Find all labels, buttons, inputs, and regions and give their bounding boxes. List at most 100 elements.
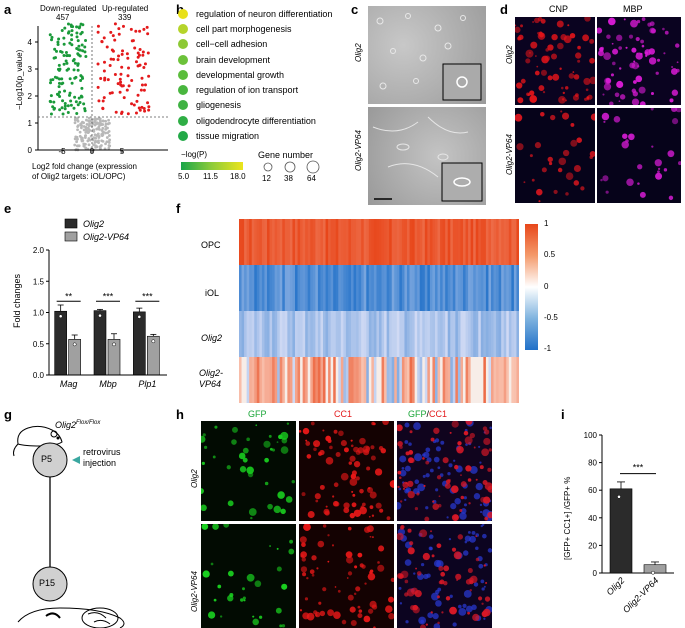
go-term-label: cell part morphogenesis [196, 23, 292, 34]
i-ytick: 100 [584, 431, 598, 440]
volcano-ytick: 1 [28, 119, 33, 128]
bar-e-ylabel: Fold changes [12, 273, 22, 328]
e-category-label: Mbp [99, 379, 117, 389]
e-bar [54, 310, 67, 376]
go-term-row: regulation of ion transport [178, 82, 353, 97]
go-term-dot [178, 131, 188, 142]
volcano-ytick: 2 [28, 92, 33, 101]
go-term-row: cell−cell adhesion [178, 37, 353, 52]
go-color-tick-3: 18.0 [230, 172, 246, 181]
heatmap-row-label-olig2: Olig2 [201, 333, 223, 343]
colorbar-tick-1: 1 [544, 219, 549, 228]
go-size-tick-3: 64 [307, 174, 316, 183]
volcano-ytick: 0 [28, 146, 33, 155]
go-term-dot [178, 8, 188, 19]
panel-d-col2-label: MBP [623, 4, 643, 14]
brightfield-image-olig2 [368, 6, 486, 104]
e-bar [93, 310, 107, 376]
go-color-legend-title: −log(P) [181, 150, 208, 159]
go-term-row: gliogenesis [178, 98, 353, 113]
go-size-legend-circles [263, 160, 320, 174]
e-category-label: Mag [60, 379, 78, 389]
panel-h-col2-label: CC1 [334, 409, 353, 419]
heatmap-row-labels: OPC iOL Olig2 Olig2-VP64 [185, 218, 235, 403]
confocal-gfp-olig2 [201, 421, 296, 521]
panel-h-row1-label: Olig2 [190, 469, 199, 488]
legend-swatch [64, 218, 78, 229]
mouse-genotype-sup: Flox/Flox [76, 420, 101, 426]
fluor-image-mbp-olig2 [597, 17, 681, 105]
go-term-row: developmental growth [178, 67, 353, 82]
go-term-dot [178, 54, 188, 65]
heatmap-grid [239, 219, 519, 403]
injection-label-line1: retrovirus [83, 447, 121, 457]
col3-sep: / [426, 409, 430, 419]
i-sig-label: *** [633, 463, 644, 473]
i-category-label: Olig2-VP64 [621, 575, 661, 615]
confocal-cc1-olig2 [299, 421, 394, 521]
heatmap-row-label-opc: OPC [201, 240, 221, 250]
confocal-gfp-vp64 [201, 524, 296, 628]
go-term-dot [178, 85, 188, 96]
panel-d-row1-label: Olig2 [505, 45, 514, 64]
timepoint-p15-label: P15 [39, 578, 56, 588]
volcano-xlabel-line1: Log2 fold change (expression [32, 162, 137, 171]
go-term-dot [178, 115, 188, 126]
volcano-xtick: 0 [90, 147, 95, 155]
panel-d-col1-label: CNP [549, 4, 569, 14]
go-term-dot [178, 69, 188, 80]
schematic-g [13, 425, 125, 628]
brain-icon [17, 607, 125, 628]
volcano-down-count: 457 [56, 13, 70, 22]
volcano-plot: 0 1 2 3 4 -5 0 5 [28, 22, 168, 155]
e-ytick: 1.0 [33, 309, 45, 318]
volcano-points [48, 22, 151, 152]
injection-label-line2: injection [83, 458, 117, 468]
panel-label-c: c [351, 2, 359, 17]
i-ytick: 60 [588, 486, 597, 495]
heatmap-colorbar [525, 224, 538, 350]
confocal-merge-vp64 [397, 524, 492, 628]
go-term-dot [178, 100, 188, 111]
e-ytick: 0.0 [33, 371, 45, 380]
i-ytick: 80 [588, 459, 597, 468]
e-ytick: 2.0 [33, 246, 45, 255]
go-term-label: gliogenesis [196, 100, 242, 111]
panel-h-row2-label: Olig2-VP64 [190, 571, 199, 612]
e-ytick: 1.5 [33, 277, 45, 286]
i-bar [643, 564, 667, 574]
go-size-legend-title: Gene number [258, 150, 314, 160]
go-term-list: regulation of neuron differentiation cell… [178, 6, 353, 144]
i-ytick: 0 [593, 569, 598, 578]
mouse-genotype-label: Olig2Flox/Flox [55, 420, 100, 430]
bar-chart-e: Olig2 Olig2-VP64 ** Mag *** Mbp *** Plp1 0.0 0.… [33, 218, 167, 389]
volcano-xtick: -5 [58, 147, 66, 155]
go-term-row: regulation of neuron differentiation [178, 6, 353, 21]
go-term-row: oligodendrocyte differentiation [178, 113, 353, 128]
e-sig-label: *** [142, 291, 153, 301]
legend-label: Olig2-VP64 [83, 232, 129, 242]
confocal-merge-olig2 [397, 421, 492, 521]
go-term-label: regulation of ion transport [196, 85, 299, 96]
colorbar-tick-0: 0 [544, 282, 549, 291]
panel-label-h: h [176, 407, 184, 422]
col3-gfp: GFP [408, 409, 427, 419]
panel-label-a: a [4, 2, 12, 17]
timepoint-p5-label: P5 [41, 454, 53, 464]
i-ytick: 20 [588, 541, 597, 550]
panel-d-row2-label: Olig2-VP64 [505, 134, 514, 175]
volcano-xlabel-line2: of Olig2 targets: iOL/OPC) [32, 172, 126, 181]
volcano-ytick: 4 [28, 38, 33, 47]
panel-label-i: i [561, 407, 565, 422]
go-color-tick-1: 5.0 [178, 172, 190, 181]
i-category-label: Olig2 [604, 575, 626, 597]
volcano-ytick: 3 [28, 65, 33, 74]
injection-label: retrovirus injection [83, 447, 121, 469]
go-term-label: cell−cell adhesion [196, 39, 268, 50]
go-color-legend-bar [181, 162, 243, 170]
timepoint-p5-circle [32, 442, 68, 478]
go-term-label: tissue migration [196, 131, 260, 142]
panel-label-d: d [500, 2, 508, 17]
confocal-cc1-vp64 [299, 524, 394, 628]
